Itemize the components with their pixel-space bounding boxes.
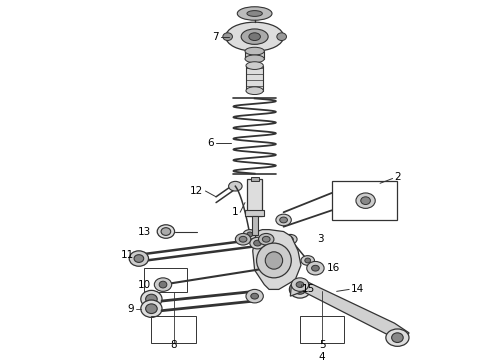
Ellipse shape	[237, 7, 272, 20]
Ellipse shape	[246, 87, 263, 95]
Ellipse shape	[361, 197, 370, 204]
Ellipse shape	[262, 237, 270, 242]
Ellipse shape	[157, 225, 174, 238]
Ellipse shape	[134, 255, 144, 262]
Text: 1: 1	[232, 207, 238, 217]
Bar	[245, 210, 264, 216]
Ellipse shape	[235, 234, 251, 245]
Bar	[252, 216, 258, 235]
Ellipse shape	[239, 237, 247, 242]
Ellipse shape	[161, 228, 171, 235]
Text: 5: 5	[319, 340, 325, 350]
Ellipse shape	[276, 214, 292, 226]
Ellipse shape	[386, 329, 409, 346]
Text: 3: 3	[318, 234, 324, 244]
Ellipse shape	[249, 33, 261, 41]
Ellipse shape	[305, 258, 311, 263]
Ellipse shape	[246, 289, 263, 303]
Ellipse shape	[247, 232, 253, 237]
Ellipse shape	[223, 33, 232, 41]
Bar	[144, 268, 187, 292]
Ellipse shape	[247, 10, 262, 17]
Bar	[245, 51, 264, 59]
Ellipse shape	[301, 256, 315, 265]
Ellipse shape	[290, 281, 311, 298]
Ellipse shape	[251, 293, 259, 299]
Ellipse shape	[259, 234, 274, 245]
Polygon shape	[253, 230, 301, 289]
Ellipse shape	[257, 243, 292, 278]
Ellipse shape	[312, 265, 319, 271]
Ellipse shape	[288, 237, 293, 242]
Ellipse shape	[154, 278, 171, 291]
Ellipse shape	[246, 62, 263, 69]
Ellipse shape	[250, 237, 265, 249]
Bar	[300, 316, 344, 343]
Text: 8: 8	[171, 340, 177, 350]
Ellipse shape	[294, 285, 306, 294]
Text: 2: 2	[394, 172, 401, 181]
Ellipse shape	[296, 282, 304, 288]
Ellipse shape	[243, 230, 257, 239]
Ellipse shape	[141, 300, 162, 318]
Text: 11: 11	[121, 250, 134, 260]
Text: 14: 14	[351, 284, 365, 294]
Polygon shape	[291, 280, 409, 343]
Bar	[247, 179, 262, 216]
Ellipse shape	[280, 217, 288, 223]
Ellipse shape	[277, 33, 287, 41]
Text: 7: 7	[212, 32, 219, 42]
Ellipse shape	[159, 281, 167, 288]
Ellipse shape	[284, 234, 297, 244]
Text: 6: 6	[207, 138, 214, 148]
Text: 15: 15	[302, 284, 315, 294]
Ellipse shape	[129, 251, 148, 266]
Ellipse shape	[356, 193, 375, 208]
Ellipse shape	[307, 261, 324, 275]
Bar	[251, 176, 259, 181]
Ellipse shape	[146, 304, 157, 314]
Ellipse shape	[265, 252, 283, 269]
Ellipse shape	[292, 278, 309, 291]
Ellipse shape	[245, 47, 264, 55]
Text: 4: 4	[319, 352, 325, 360]
Ellipse shape	[392, 333, 403, 342]
Ellipse shape	[254, 240, 261, 246]
Bar	[151, 316, 196, 343]
Ellipse shape	[241, 29, 268, 44]
Text: 12: 12	[190, 186, 203, 196]
Ellipse shape	[261, 264, 274, 273]
Text: 13: 13	[138, 226, 151, 237]
Bar	[246, 66, 263, 91]
Text: 10: 10	[138, 280, 151, 289]
Ellipse shape	[229, 181, 242, 191]
Ellipse shape	[226, 22, 284, 51]
Bar	[332, 181, 397, 220]
Ellipse shape	[245, 55, 264, 63]
Text: 16: 16	[327, 263, 340, 273]
Ellipse shape	[146, 294, 157, 304]
Text: 9: 9	[127, 304, 134, 314]
Ellipse shape	[141, 291, 162, 308]
